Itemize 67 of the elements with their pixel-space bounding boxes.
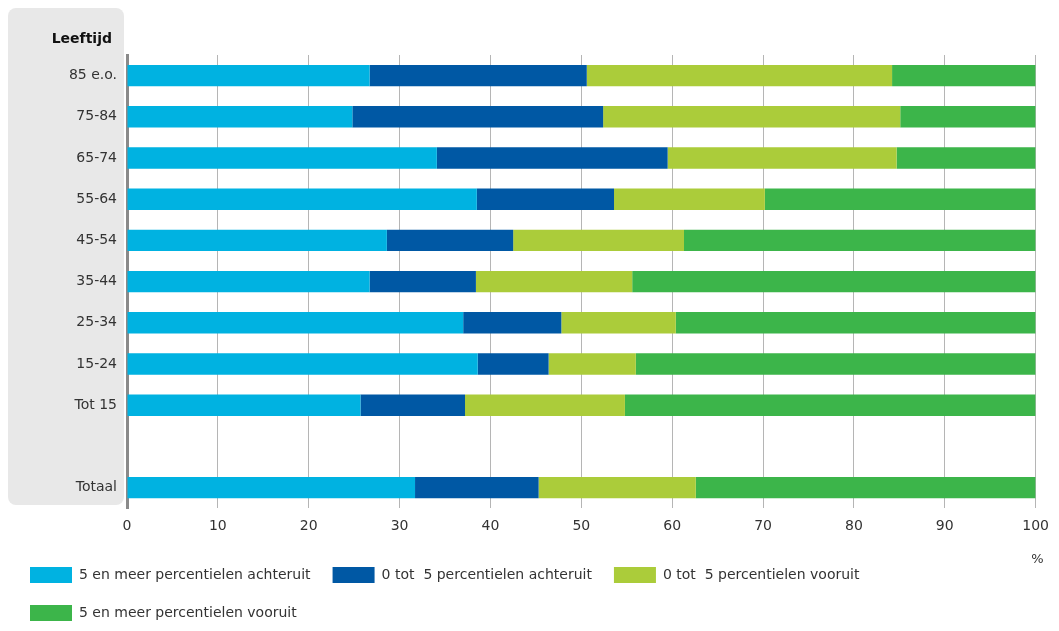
bar	[127, 106, 353, 128]
bar	[436, 147, 668, 169]
bar	[369, 64, 587, 87]
x-tick-label: 90	[935, 517, 954, 534]
y-tick-label: 55-64	[76, 189, 118, 206]
x-axis-title: %	[1031, 551, 1044, 567]
y-tick-label: 75-84	[76, 107, 118, 124]
bar	[695, 476, 1036, 499]
y-tick-label: 45-54	[76, 231, 118, 248]
bar	[635, 353, 1036, 375]
bar	[352, 106, 604, 128]
y-tick-label: 35-44	[76, 272, 118, 289]
x-tick-label: 80	[845, 517, 863, 534]
bar	[127, 270, 370, 293]
bar	[127, 188, 477, 210]
bar	[127, 312, 464, 334]
bar	[415, 476, 539, 499]
legend-label: 0 tot 5 percentielen vooruit	[662, 565, 860, 582]
bar	[896, 147, 1036, 169]
bar	[360, 394, 466, 416]
x-tick-label: 100	[1022, 517, 1050, 534]
bar	[127, 229, 387, 252]
x-tick-label: 30	[390, 517, 409, 534]
bar	[632, 270, 1036, 293]
x-tick-label: 0	[122, 517, 132, 534]
y-axis-title: Leeftijd	[51, 29, 112, 46]
bar	[127, 394, 361, 416]
bar	[475, 270, 633, 293]
y-tick-label: Tot 15	[73, 395, 117, 412]
bar	[624, 394, 1036, 416]
y-tick-label: 25-34	[76, 313, 118, 330]
bar	[614, 188, 765, 210]
bar	[386, 229, 514, 252]
x-tick-label: 70	[754, 517, 772, 534]
bar	[476, 188, 615, 210]
x-tick-label: 10	[208, 517, 227, 534]
x-tick-label: 60	[663, 517, 682, 534]
x-tick-label: 50	[572, 517, 591, 534]
y-tick-label: 15-24	[76, 354, 118, 371]
bar	[127, 476, 416, 499]
x-tick-label: 40	[481, 517, 500, 534]
bar	[465, 394, 625, 416]
legend-label: 5 en meer percentielen achteruit	[79, 565, 312, 582]
y-tick-label: 85 e.o.	[68, 66, 117, 83]
y-tick-label: Totaal	[74, 478, 117, 495]
bar	[127, 64, 370, 87]
legend-label: 0 tot 5 percentielen achteruit	[381, 565, 593, 582]
bar	[127, 353, 478, 375]
bar	[561, 312, 676, 334]
bar	[675, 312, 1036, 334]
bar	[548, 353, 636, 375]
bar	[603, 106, 901, 128]
bar	[892, 64, 1036, 87]
bar	[538, 476, 696, 499]
bar	[463, 312, 562, 334]
bar	[764, 188, 1036, 210]
bar	[586, 64, 893, 87]
legend-label: 5 en meer percentielen vooruit	[79, 603, 298, 620]
x-tick-label: 20	[299, 517, 318, 534]
bar	[513, 229, 684, 252]
bar	[684, 229, 1036, 252]
bar	[667, 147, 897, 169]
bar	[127, 147, 437, 169]
bar	[369, 270, 476, 293]
bar	[477, 353, 549, 375]
bar	[900, 106, 1036, 128]
y-tick-label: 65-74	[76, 148, 118, 165]
